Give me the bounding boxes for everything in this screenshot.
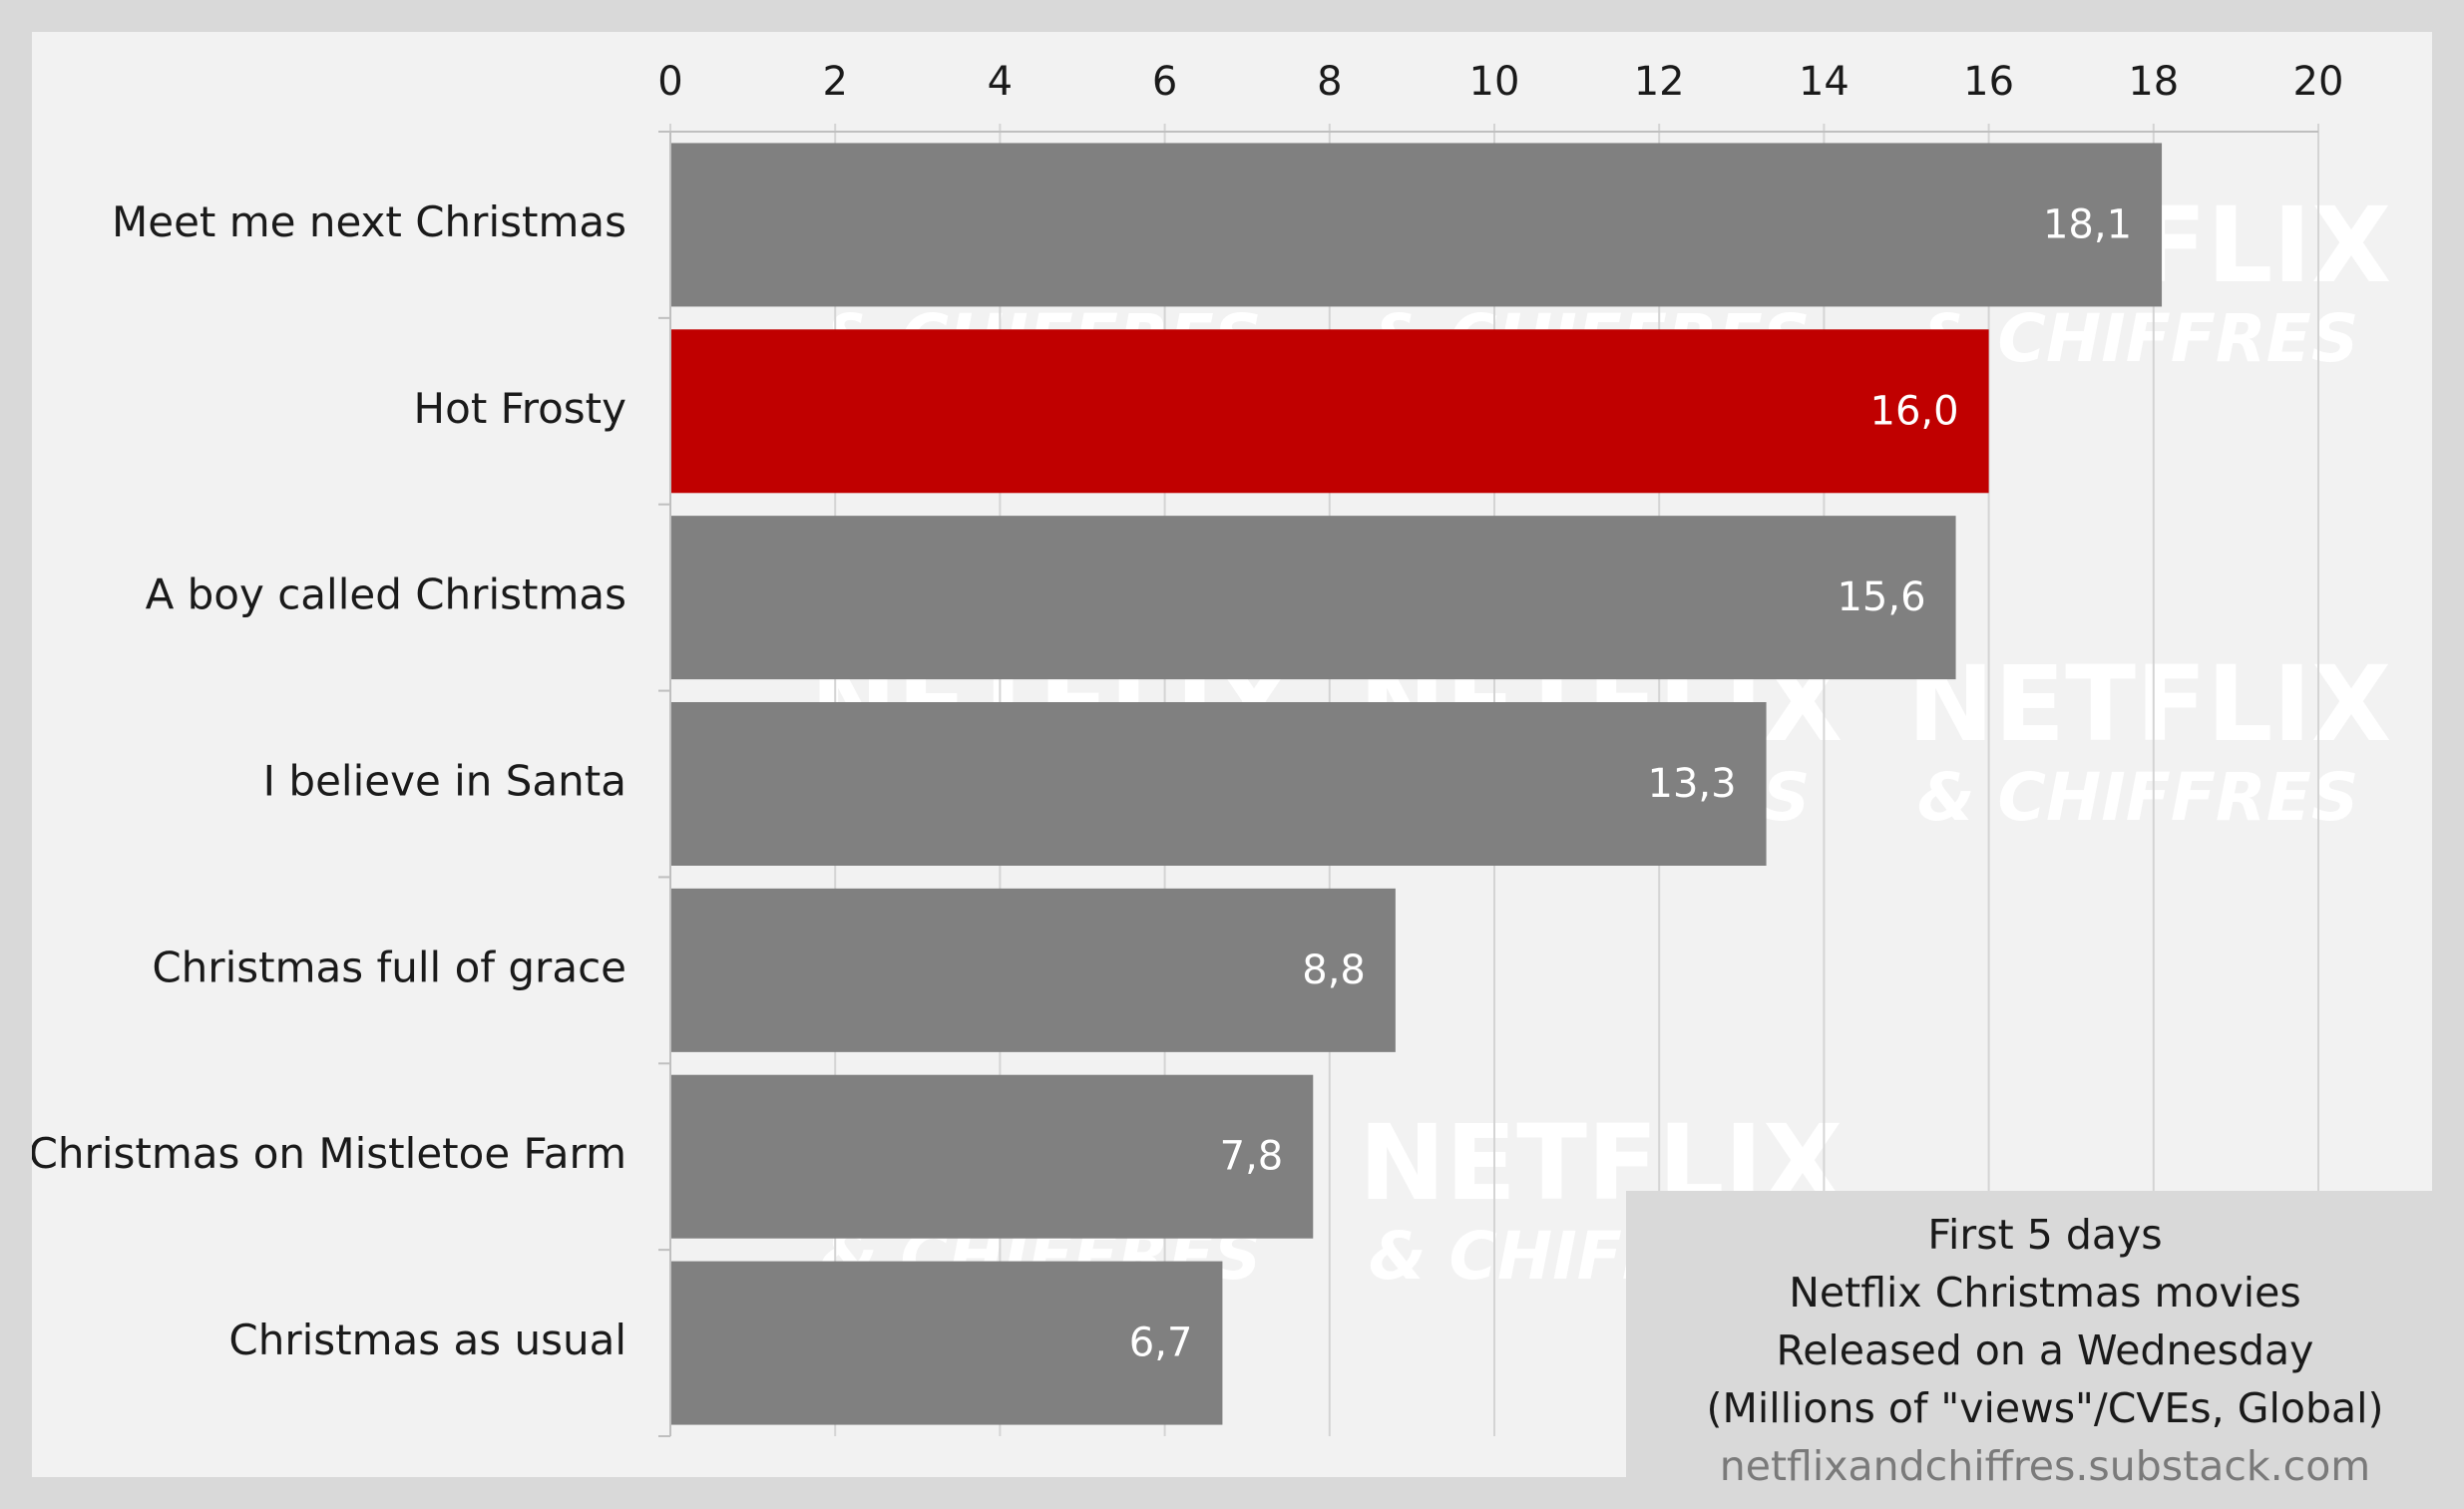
x-tick-label: 0 — [657, 59, 682, 105]
bar[interactable] — [670, 702, 1767, 866]
x-tick-label: 10 — [1469, 59, 1520, 105]
info-box: First 5 days Netflix Christmas movies Re… — [1626, 1191, 2464, 1509]
info-line-1: First 5 days — [1927, 1210, 2163, 1259]
info-line-4: (Millions of "views"/CVEs, Global) — [1706, 1383, 2384, 1432]
category-label: Christmas on Mistletoe Farm — [32, 1129, 626, 1178]
bar-value-label: 7,8 — [1220, 1134, 1284, 1180]
watermark-logo-subtitle: & CHIFFRES — [1917, 759, 2358, 836]
bar[interactable] — [670, 1261, 1223, 1425]
category-label: I believe in Santa — [263, 757, 626, 806]
category-label: Hot Frosty — [414, 384, 626, 433]
info-line-2: Netflix Christmas movies — [1789, 1268, 2301, 1317]
x-tick-label: 6 — [1152, 59, 1177, 105]
bar[interactable] — [670, 888, 1396, 1052]
bar[interactable] — [670, 516, 1956, 680]
bar-value-label: 15,6 — [1837, 574, 1925, 620]
x-tick-label: 20 — [2293, 59, 2344, 105]
x-tick-label: 4 — [988, 59, 1013, 105]
labels: 18,1 Meet me next Christmas 16,0 Hot Frosty… — [32, 197, 2132, 1366]
bar-value-label: 16,0 — [1870, 388, 1959, 434]
x-tick-label: 16 — [1963, 59, 2014, 105]
bar-value-label: 18,1 — [2043, 201, 2132, 247]
x-tick-label: 18 — [2128, 59, 2179, 105]
bar-value-label: 8,8 — [1302, 947, 1366, 993]
category-label: A boy called Christmas — [146, 570, 626, 619]
bar-value-label: 13,3 — [1648, 761, 1737, 807]
x-tick-label: 14 — [1799, 59, 1849, 105]
category-label: Christmas as usual — [228, 1316, 626, 1364]
x-tick-label: 2 — [822, 59, 847, 105]
category-label: Meet me next Christmas — [112, 197, 626, 246]
bar[interactable] — [670, 143, 2163, 307]
bar[interactable] — [670, 1074, 1314, 1239]
axis: 0 2 4 6 8 10 12 14 16 18 20 — [657, 59, 2344, 1437]
x-tick-label: 8 — [1317, 59, 1342, 105]
x-tick-label: 12 — [1634, 59, 1685, 105]
bars — [670, 143, 2163, 1425]
source-url[interactable]: netflixandchiffres.substack.com — [1719, 1441, 2371, 1490]
watermark-logo-subtitle: & CHIFFRES — [1917, 300, 2358, 377]
bar[interactable] — [670, 329, 1989, 494]
category-label: Christmas full of grace — [152, 943, 626, 991]
info-line-3: Released on a Wednesday — [1776, 1325, 2314, 1374]
bar-value-label: 6,7 — [1129, 1320, 1193, 1366]
